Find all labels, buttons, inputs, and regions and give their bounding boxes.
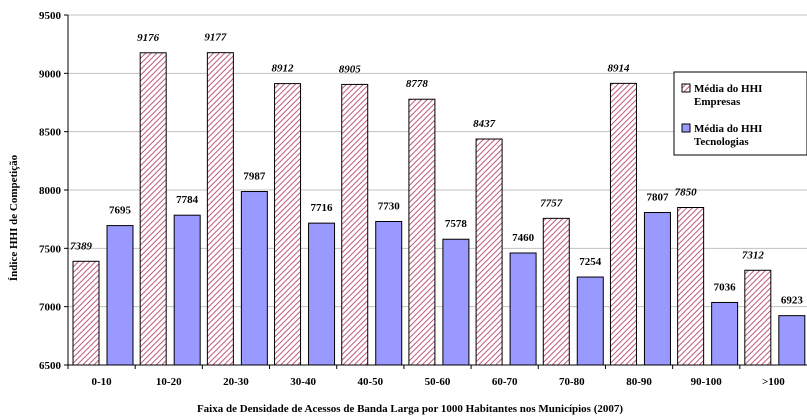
bar-empresas bbox=[274, 83, 302, 366]
y-tick-label: 7500 bbox=[39, 243, 62, 255]
legend: Média do HHI Empresas Média do HHI Tecno… bbox=[673, 71, 807, 156]
data-label-tecnologias: 6923 bbox=[781, 295, 804, 307]
y-tick-labels: 6500 7000 7500 8000 8500 9000 9500 bbox=[39, 10, 62, 372]
data-label-empresas: 9177 bbox=[204, 32, 227, 44]
legend-label-empresas-line2: Empresas bbox=[694, 96, 741, 108]
bar-empresas bbox=[341, 83, 369, 366]
data-label-tecnologias: 7695 bbox=[109, 205, 132, 217]
data-label-tecnologias: 7987 bbox=[243, 171, 266, 183]
legend-label-empresas-line1: Média do HHI bbox=[694, 83, 762, 95]
data-label-tecnologias: 7460 bbox=[512, 232, 535, 244]
data-label-empresas: 8912 bbox=[272, 63, 295, 75]
bar-empresas bbox=[139, 52, 167, 366]
data-label-empresas: 7389 bbox=[70, 240, 93, 252]
bar-tecnologias bbox=[643, 212, 671, 366]
y-tick-label: 9500 bbox=[39, 10, 62, 22]
y-tick-label: 7000 bbox=[39, 302, 62, 314]
bar-empresas bbox=[677, 207, 705, 366]
bar-tecnologias bbox=[240, 191, 268, 366]
data-labels: 7389 7695 9176 7784 9177 7987 8912 7716 8905 7730… bbox=[70, 32, 803, 307]
x-tick-label: >100 bbox=[762, 376, 785, 388]
data-label-empresas: 8914 bbox=[607, 62, 630, 74]
data-label-tecnologias: 7254 bbox=[579, 256, 602, 268]
data-label-empresas: 8905 bbox=[339, 63, 362, 75]
x-tick-label: 80-90 bbox=[626, 376, 652, 388]
bar-tecnologias bbox=[375, 221, 403, 366]
x-tick-label: 20-30 bbox=[223, 376, 249, 388]
bar-tecnologias bbox=[509, 252, 537, 366]
data-label-tecnologias: 7716 bbox=[311, 202, 334, 214]
y-axis-title: Índice HHI de Competição bbox=[8, 154, 20, 281]
bar-empresas bbox=[408, 98, 436, 366]
bar-empresas bbox=[206, 52, 234, 366]
data-label-empresas: 7312 bbox=[742, 249, 765, 261]
bar-tecnologias bbox=[711, 301, 739, 366]
bar-tecnologias bbox=[106, 225, 134, 366]
data-label-tecnologias: 7578 bbox=[445, 218, 468, 230]
bars bbox=[72, 52, 806, 366]
legend-swatch-empresas bbox=[681, 83, 691, 93]
data-label-empresas: 7757 bbox=[540, 197, 563, 209]
legend-label-tecnologias-line2: Tecnologias bbox=[694, 136, 749, 148]
x-tick-label: 50-60 bbox=[425, 376, 451, 388]
bar-empresas bbox=[609, 82, 637, 366]
bar-empresas bbox=[72, 260, 100, 366]
data-label-tecnologias: 7730 bbox=[378, 201, 401, 213]
y-tick-label: 8000 bbox=[39, 185, 62, 197]
legend-box bbox=[673, 71, 807, 156]
x-tick-labels: 0-10 10-20 20-30 30-40 40-50 50-60 60-70 70-80 8… bbox=[92, 376, 786, 388]
x-tick-label: 10-20 bbox=[156, 376, 182, 388]
y-tick-label: 6500 bbox=[39, 360, 62, 372]
x-tick-label: 40-50 bbox=[357, 376, 383, 388]
data-label-tecnologias: 7807 bbox=[646, 192, 669, 204]
data-label-empresas: 8437 bbox=[473, 118, 496, 130]
bar-empresas bbox=[744, 269, 772, 366]
x-tick-label: 60-70 bbox=[492, 376, 518, 388]
x-tick-label: 0-10 bbox=[92, 376, 113, 388]
bar-tecnologias bbox=[308, 222, 336, 366]
data-label-empresas: 7850 bbox=[675, 187, 698, 199]
bar-empresas bbox=[475, 138, 503, 366]
x-tick-label: 70-80 bbox=[559, 376, 585, 388]
bar-tecnologias bbox=[442, 238, 470, 366]
x-axis-title: Faixa de Densidade de Acessos de Banda L… bbox=[197, 403, 623, 415]
bar-tecnologias bbox=[576, 276, 604, 366]
bar-empresas bbox=[542, 217, 570, 366]
x-tick-label: 30-40 bbox=[290, 376, 316, 388]
bar-tecnologias bbox=[778, 315, 806, 366]
legend-swatch-tecnologias bbox=[681, 123, 691, 133]
legend-label-tecnologias-line1: Média do HHI bbox=[694, 123, 762, 135]
data-label-empresas: 9176 bbox=[137, 32, 160, 44]
data-label-tecnologias: 7036 bbox=[714, 281, 737, 293]
y-tick-label: 9000 bbox=[39, 68, 62, 80]
x-tick-label: 90-100 bbox=[691, 376, 723, 388]
bar-tecnologias bbox=[173, 214, 201, 366]
y-tick-label: 8500 bbox=[39, 127, 62, 139]
data-label-tecnologias: 7784 bbox=[176, 194, 199, 206]
data-label-empresas: 8778 bbox=[406, 78, 429, 90]
